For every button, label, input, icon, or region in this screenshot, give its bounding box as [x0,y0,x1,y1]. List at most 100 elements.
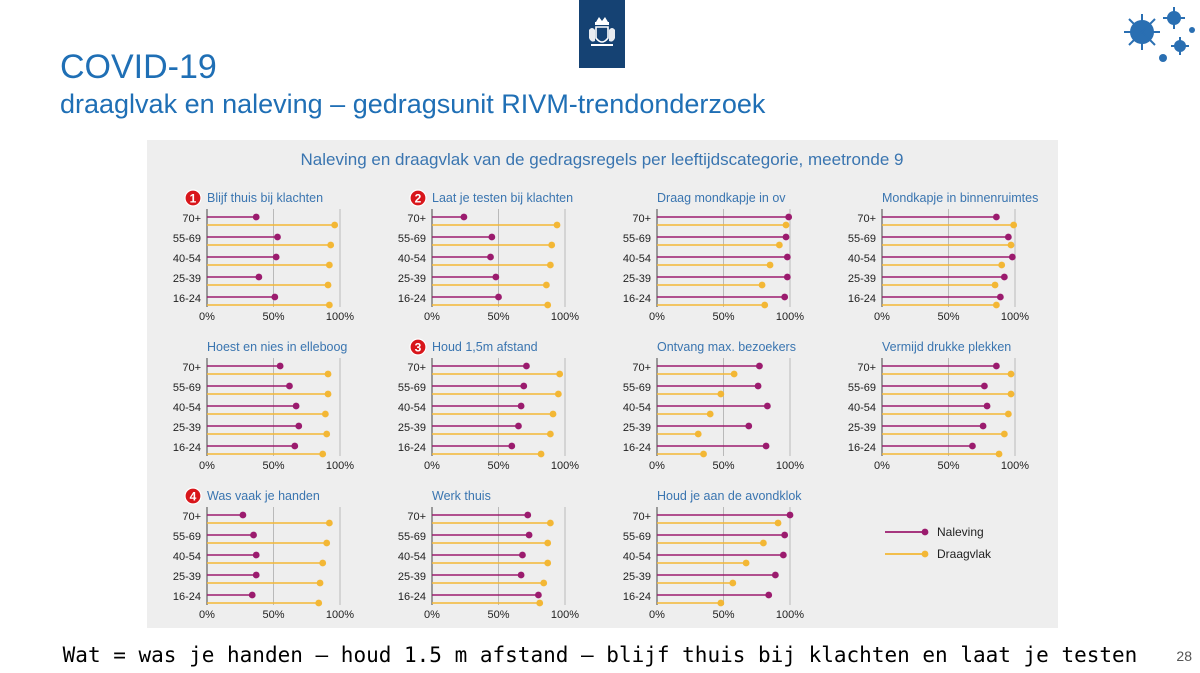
naleving-point [992,362,1000,370]
naleving-point [460,213,468,221]
age-tick-label: 16-24 [398,293,426,305]
x-tick-label: 50% [262,311,284,323]
naleving-point [248,591,256,599]
age-tick-label: 16-24 [398,442,426,454]
draagvlak-point [316,579,324,587]
age-tick-label: 70+ [857,362,876,374]
naleving-point [252,213,260,221]
naleving-point [756,362,763,370]
draagvlak-point [758,281,766,289]
panel-title: Houd je aan de avondklok [657,489,802,503]
badge-number: 3 [415,341,422,355]
naleving-point [783,273,791,281]
naleving-point [252,551,260,559]
draagvlak-point [331,221,339,229]
naleving-point [271,293,279,301]
draagvlak-point [553,221,561,229]
naleving-point [782,233,790,241]
naleving-point [1008,253,1016,261]
x-tick-label: 50% [712,609,734,621]
draagvlak-point [544,539,552,547]
draagvlak-point [782,221,790,229]
x-tick-label: 100% [776,609,804,621]
naleving-point [291,442,299,450]
x-tick-label: 100% [326,311,354,323]
age-tick-label: 55-69 [173,233,201,245]
page-number: 28 [1176,648,1192,664]
draagvlak-point [536,599,544,607]
slide-caption: Wat = was je handen – houd 1.5 m afstand… [62,643,1138,667]
naleving-point [250,531,257,539]
draagvlak-point [327,241,335,249]
age-tick-label: 40-54 [848,253,876,265]
naleving-point [520,382,528,390]
government-logo [579,0,625,68]
naleving-point [517,571,525,579]
age-tick-label: 16-24 [173,293,201,305]
draagvlak-point [760,539,767,547]
draagvlak-point [766,261,774,269]
draagvlak-point [554,390,562,398]
draagvlak-point [729,579,737,587]
draagvlak-point [323,539,331,547]
draagvlak-point [992,301,1000,309]
age-tick-label: 70+ [407,362,426,374]
legend-draagvlak-point [921,550,929,558]
badge-circle [184,487,202,505]
age-tick-label: 55-69 [623,531,651,543]
draagvlak-point [542,281,550,289]
draagvlak-point [717,390,725,398]
age-tick-label: 40-54 [848,402,876,414]
x-tick-label: 100% [1001,311,1029,323]
panel-title: Mondkapje in binnenruimtes [882,191,1038,205]
naleving-point [996,293,1004,301]
draagvlak-point [1000,430,1008,438]
x-tick-label: 50% [487,609,509,621]
naleving-point [765,591,773,599]
age-tick-label: 40-54 [173,402,201,414]
age-tick-label: 25-39 [173,422,201,434]
age-tick-label: 70+ [632,511,651,523]
x-tick-label: 0% [424,460,440,472]
badge-number: 2 [415,192,422,206]
draagvlak-point [694,430,702,438]
naleving-point [781,531,789,539]
age-tick-label: 25-39 [623,422,651,434]
chart-title: Naleving en draagvlak van de gedragsrege… [301,150,904,169]
age-tick-label: 70+ [182,213,201,225]
dot-plot-chart: Naleving en draagvlak van de gedragsrege… [173,150,1038,621]
age-tick-label: 70+ [407,213,426,225]
age-tick-label: 55-69 [848,382,876,394]
draagvlak-point [540,579,548,587]
naleving-point [488,233,496,241]
x-tick-label: 50% [487,460,509,472]
age-tick-label: 40-54 [623,402,651,414]
naleving-point [535,591,542,599]
draagvlak-point [324,370,332,378]
naleving-point [783,253,791,261]
panel-title: Vermijd drukke plekken [882,340,1011,354]
legend-naleving-point [921,528,929,536]
age-tick-label: 16-24 [623,591,651,603]
x-tick-label: 0% [874,311,890,323]
age-tick-label: 70+ [632,213,651,225]
naleving-point [754,382,762,390]
x-tick-label: 0% [424,311,440,323]
naleving-point [517,402,525,410]
age-tick-label: 25-39 [623,571,651,583]
naleving-point [286,382,293,390]
panel-title: Ontvang max. bezoekers [657,340,796,354]
draagvlak-point [1007,241,1015,249]
x-tick-label: 0% [649,311,665,323]
slide-title: COVID-19 [60,48,217,86]
naleving-point [992,213,1000,221]
x-tick-label: 50% [262,460,284,472]
draagvlak-point [324,390,332,398]
panel-title: Was vaak je handen [207,489,320,503]
naleving-point [523,362,530,370]
draagvlak-point [321,410,329,418]
age-tick-label: 40-54 [623,551,651,563]
naleving-point [969,442,976,450]
naleving-point [495,293,502,301]
age-tick-label: 55-69 [173,382,201,394]
